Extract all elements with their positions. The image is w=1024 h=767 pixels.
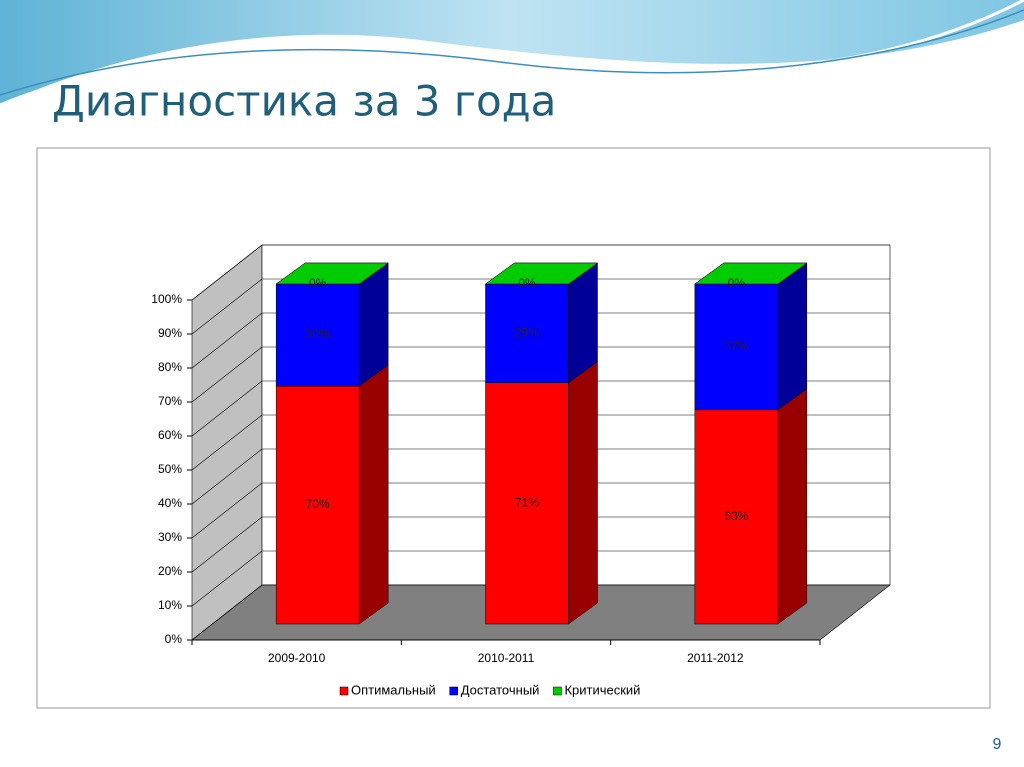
bar-side xyxy=(568,361,598,625)
y-tick-label: 50% xyxy=(158,462,182,476)
y-tick-label: 30% xyxy=(158,530,182,544)
page-number: 9 xyxy=(993,736,1002,753)
grid-line xyxy=(191,550,263,607)
legend-label: Критический xyxy=(564,682,640,697)
grid-line xyxy=(191,244,263,301)
value-label: 71% xyxy=(515,495,539,509)
y-tick-label: 80% xyxy=(158,360,182,374)
grid-line xyxy=(191,346,263,403)
y-tick-label: 10% xyxy=(158,598,182,612)
slide-title: Диагностика за 3 года xyxy=(52,77,556,126)
grid-line xyxy=(191,448,263,505)
grid-line xyxy=(191,584,263,641)
y-tick-label: 90% xyxy=(158,326,182,340)
legend-swatch xyxy=(339,686,349,696)
header-wave xyxy=(0,0,1024,105)
chart: 0% 10% 20% 30% 40% 50% 60% 70% 80% 90% 100% 2009-20… xyxy=(151,244,891,697)
bar-front xyxy=(275,283,360,387)
bar-side xyxy=(777,388,808,625)
legend-swatch xyxy=(449,686,458,696)
value-label: 0% xyxy=(309,276,327,290)
bar-top xyxy=(484,262,599,285)
grid-line xyxy=(191,380,263,437)
wave-line xyxy=(0,9,1024,96)
value-label: 29% xyxy=(515,325,539,339)
grid-line xyxy=(191,312,263,369)
x-tick-label: 2011-2012 xyxy=(687,651,744,665)
bar-top xyxy=(275,262,389,285)
value-label: 0% xyxy=(518,276,536,290)
x-tick-label: 2009-2010 xyxy=(268,651,326,665)
bar-top xyxy=(694,262,808,285)
y-tick-label: 70% xyxy=(158,394,182,408)
x-tick-label: 2010-2011 xyxy=(478,651,535,665)
bar-front xyxy=(275,385,360,625)
grid-line xyxy=(191,482,263,539)
y-tick-label: 100% xyxy=(151,292,182,306)
value-label: 30% xyxy=(306,327,330,341)
y-tick-label: 40% xyxy=(158,496,182,510)
y-tick-label: 0% xyxy=(165,632,183,646)
y-tick-label: 60% xyxy=(158,428,182,442)
legend-label: Достаточный xyxy=(461,682,540,697)
value-label: 63% xyxy=(724,509,748,523)
bar-front xyxy=(694,283,779,411)
bar-side xyxy=(358,364,389,625)
bar-side xyxy=(358,262,389,387)
grid-line xyxy=(191,414,263,471)
bar-front xyxy=(485,283,569,383)
value-label: 70% xyxy=(306,497,330,511)
value-label: 0% xyxy=(728,276,746,290)
bar-side xyxy=(777,262,808,411)
y-tick-label: 20% xyxy=(158,564,182,578)
value-label: 37% xyxy=(724,339,748,353)
legend-label: Оптимальный xyxy=(351,682,436,697)
legend-swatch xyxy=(553,686,562,696)
grid-line xyxy=(191,278,263,335)
grid-line xyxy=(191,516,263,573)
